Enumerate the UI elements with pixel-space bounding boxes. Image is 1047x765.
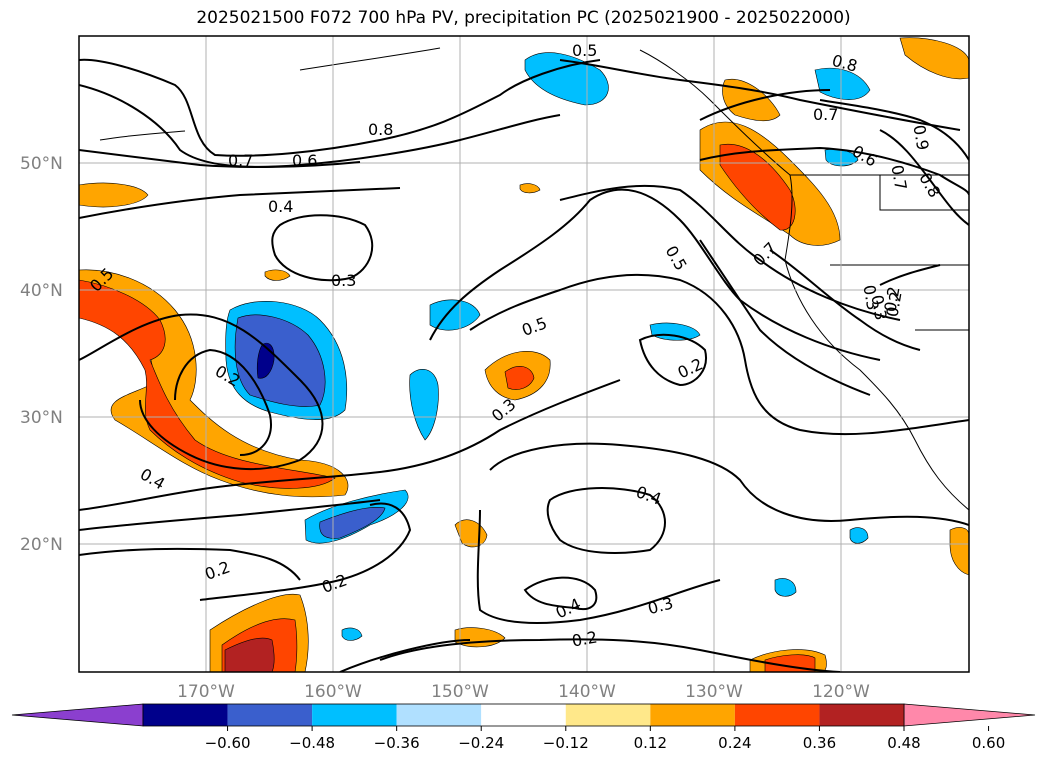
contour-label: 0.3 bbox=[859, 283, 882, 311]
contour-label: 0.3 bbox=[331, 271, 356, 290]
colorbar-frame bbox=[142, 703, 905, 727]
contour-label: 0.4 bbox=[268, 197, 293, 216]
colorbar-tick-label: −0.36 bbox=[374, 734, 420, 752]
contour-label: 0.8 bbox=[368, 120, 393, 139]
figure-title: 2025021500 F072 700 hPa PV, precipitatio… bbox=[196, 8, 851, 28]
colorbar-tick-label: −0.48 bbox=[289, 734, 335, 752]
contour-label: 0.9 bbox=[909, 123, 932, 151]
colorbar-tick-label: 0.60 bbox=[972, 734, 1005, 752]
colorbar-segment bbox=[481, 704, 566, 726]
contour-labels: 0.5 0.8 0.7 0.6 0.4 0.3 0.5 0.2 0.4 0.2 … bbox=[86, 41, 944, 651]
contour-label: 0.2 bbox=[570, 627, 598, 650]
latitude-labels: 50°N 40°N 30°N 20°N bbox=[20, 154, 63, 555]
colorbar-segment bbox=[819, 704, 904, 726]
colorbar-segment bbox=[143, 704, 228, 726]
contour-label: 0.7 bbox=[887, 163, 910, 191]
contour-label: 0.5 bbox=[572, 41, 597, 60]
colorbar-segment bbox=[396, 704, 482, 726]
contour-label: 0.6 bbox=[292, 151, 317, 170]
colorbar-tick-label: −0.60 bbox=[205, 734, 251, 752]
lon-label: 130°W bbox=[685, 682, 743, 702]
contour-label: 0.2 bbox=[882, 290, 905, 318]
lon-label: 170°W bbox=[177, 682, 235, 702]
lat-label: 20°N bbox=[20, 535, 63, 555]
contour-label: 0.2 bbox=[880, 285, 903, 313]
colorbar-tick-label: −0.24 bbox=[458, 734, 504, 752]
colorbar-tick-label: 0.12 bbox=[634, 734, 667, 752]
contour-label: 0.7 bbox=[228, 151, 253, 170]
colorbar-segment bbox=[227, 704, 313, 726]
map-frame bbox=[78, 35, 970, 673]
lon-label: 120°W bbox=[812, 682, 870, 702]
graticule bbox=[79, 36, 969, 672]
map-plot-area: 0.5 0.8 0.7 0.6 0.4 0.3 0.5 0.2 0.4 0.2 … bbox=[79, 36, 969, 672]
colorbar-segment bbox=[650, 704, 735, 726]
lon-label: 160°W bbox=[304, 682, 362, 702]
colorbar-tick-label: −0.12 bbox=[543, 734, 589, 752]
lon-label: 150°W bbox=[431, 682, 489, 702]
colorbar-extend-max bbox=[903, 703, 1036, 727]
lat-label: 40°N bbox=[20, 281, 63, 301]
longitude-labels: 170°W 160°W 150°W 140°W 130°W 120°W bbox=[177, 682, 870, 702]
colorbar-segment bbox=[312, 704, 397, 726]
contour-label: 0.7 bbox=[813, 105, 838, 124]
colorbar-segment bbox=[734, 704, 820, 726]
contour-label: 0.3 bbox=[867, 293, 890, 321]
colorbar-tick-label: 0.24 bbox=[718, 734, 751, 752]
lat-label: 50°N bbox=[20, 154, 63, 174]
colorbar: −0.60 −0.48 −0.36 −0.24 −0.12 0.12 0.24 0.36 0.4… bbox=[11, 703, 1036, 752]
pv-contours bbox=[79, 58, 969, 672]
lon-label: 140°W bbox=[558, 682, 616, 702]
lat-label: 30°N bbox=[20, 408, 63, 428]
colorbar-tick-label: 0.36 bbox=[803, 734, 836, 752]
colorbar-extend-min bbox=[11, 703, 144, 727]
colorbar-tick-label: 0.48 bbox=[887, 734, 920, 752]
colorbar-segment bbox=[565, 704, 651, 726]
